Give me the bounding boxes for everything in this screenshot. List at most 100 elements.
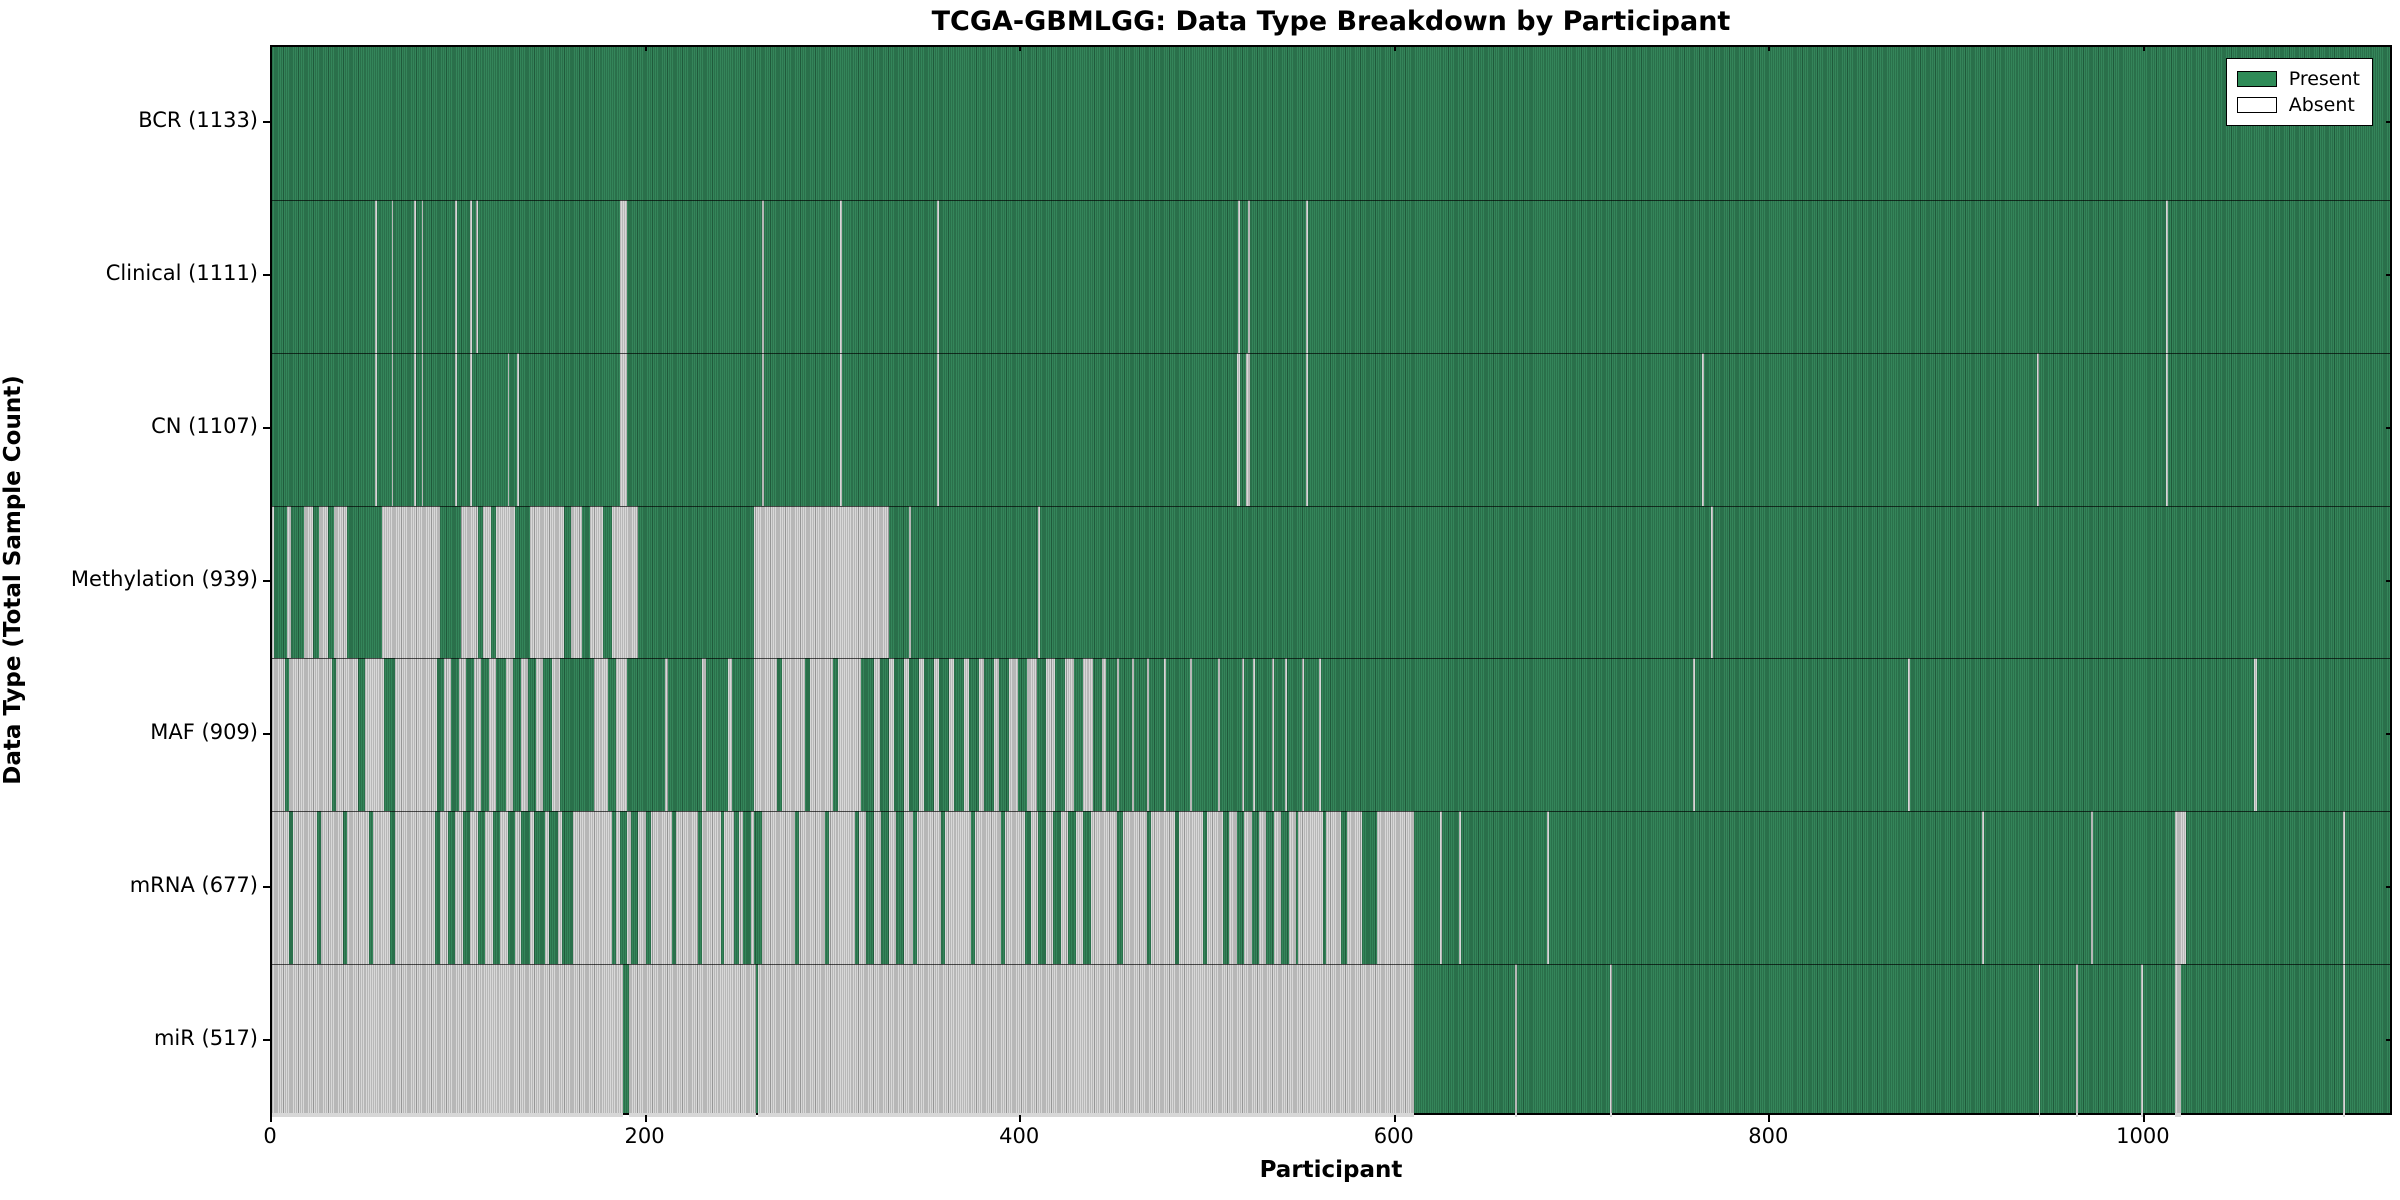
absent-segment — [460, 505, 478, 659]
absent-segment — [933, 658, 940, 812]
absent-segment — [1090, 811, 1117, 965]
absent-segment — [701, 811, 721, 965]
absent-segment — [272, 658, 286, 812]
absent-segment — [1259, 811, 1267, 965]
y-tick-label-Methylation: Methylation (939) — [70, 567, 258, 591]
absent-segment — [505, 658, 514, 812]
absent-segment — [2165, 199, 2168, 353]
legend-label-absent: Absent — [2288, 94, 2355, 116]
absent-segment — [758, 964, 1415, 1117]
plot-area: Present Absent — [270, 45, 2392, 1117]
absent-segment — [1242, 658, 1245, 812]
x-tick-label: 600 — [1373, 1124, 1414, 1148]
absent-segment — [873, 811, 882, 965]
absent-segment — [496, 505, 515, 659]
absent-segment — [488, 658, 497, 812]
absent-segment — [1376, 811, 1415, 965]
absent-segment — [320, 811, 344, 965]
row-divider — [272, 811, 2390, 813]
x-tick-label: 800 — [1748, 1124, 1789, 1148]
absent-segment — [483, 505, 491, 659]
absent-segment — [873, 658, 880, 812]
row-BCR — [272, 47, 2390, 200]
absent-segment — [2175, 811, 2187, 965]
x-tick-mark-top — [1019, 45, 1022, 51]
row-MAF — [272, 658, 2390, 812]
x-tick-mark-top — [644, 45, 647, 51]
absent-segment — [2175, 964, 2181, 1117]
x-tick-mark-top — [270, 45, 272, 51]
row-divider — [272, 505, 2390, 507]
absent-segment — [414, 199, 416, 353]
absent-segment — [1027, 658, 1037, 812]
absent-segment — [391, 352, 394, 506]
absent-segment — [1907, 658, 1910, 812]
absent-segment — [810, 658, 833, 812]
absent-segment — [516, 352, 519, 506]
absent-segment — [2343, 964, 2346, 1117]
x-tick-mark — [1393, 1115, 1396, 1122]
absent-segment — [372, 811, 390, 965]
y-tick-label-Clinical: Clinical (1111) — [105, 261, 258, 286]
absent-segment — [993, 658, 1000, 812]
absent-segment — [1116, 658, 1119, 812]
absent-segment — [395, 658, 437, 812]
absent-segment — [782, 658, 805, 812]
absent-segment — [761, 199, 764, 353]
y-tick-mark-right — [2386, 1038, 2392, 1041]
x-tick-label: 200 — [624, 1124, 665, 1148]
absent-segment — [2038, 964, 2041, 1117]
absent-segment — [1045, 811, 1054, 965]
row-divider — [272, 964, 2390, 966]
absent-segment — [916, 811, 942, 965]
absent-segment — [382, 505, 441, 659]
absent-segment — [1440, 811, 1443, 965]
absent-segment — [1102, 658, 1106, 812]
y-tick-mark — [263, 885, 270, 888]
absent-segment — [443, 658, 452, 812]
absent-segment — [1546, 811, 1549, 965]
absent-segment — [619, 199, 628, 353]
absent-segment — [552, 658, 560, 812]
absent-segment — [619, 352, 628, 506]
absent-segment — [888, 811, 897, 965]
absent-segment — [888, 658, 895, 812]
absent-segment — [1131, 658, 1134, 812]
absent-segment — [675, 811, 699, 965]
absent-segment — [937, 352, 940, 506]
y-tick-mark — [263, 427, 270, 430]
absent-segment — [903, 658, 910, 812]
absent-segment — [333, 505, 347, 659]
absent-segment — [440, 811, 448, 965]
absent-segment — [318, 505, 329, 659]
absent-segment — [1318, 658, 1321, 812]
absent-segment — [937, 199, 940, 353]
y-tick-label-MAF: MAF (909) — [150, 719, 258, 744]
absent-segment — [1305, 199, 1308, 353]
absent-segment — [458, 658, 467, 812]
absent-segment — [701, 658, 706, 812]
absent-segment — [1030, 811, 1039, 965]
absent-segment — [1122, 811, 1147, 965]
absent-segment — [1146, 658, 1149, 812]
absent-segment — [1298, 811, 1323, 965]
x-tick-mark-top — [1768, 45, 1771, 51]
absent-segment — [272, 964, 624, 1117]
absent-segment — [529, 811, 534, 965]
y-tick-mark-right — [2386, 732, 2392, 735]
absent-segment — [948, 658, 955, 812]
row-miR — [272, 964, 2390, 1117]
absent-segment — [475, 199, 478, 353]
absent-segment — [918, 658, 925, 812]
absent-segment — [529, 505, 564, 659]
absent-segment — [1273, 811, 1282, 965]
absent-segment — [840, 199, 843, 353]
legend-label-present: Present — [2288, 68, 2360, 90]
absent-segment — [558, 811, 562, 965]
absent-segment — [1083, 658, 1093, 812]
absent-segment — [739, 811, 744, 965]
absent-segment — [754, 505, 889, 659]
absent-segment — [1064, 658, 1074, 812]
absent-segment — [1004, 811, 1026, 965]
absent-segment — [761, 811, 796, 965]
